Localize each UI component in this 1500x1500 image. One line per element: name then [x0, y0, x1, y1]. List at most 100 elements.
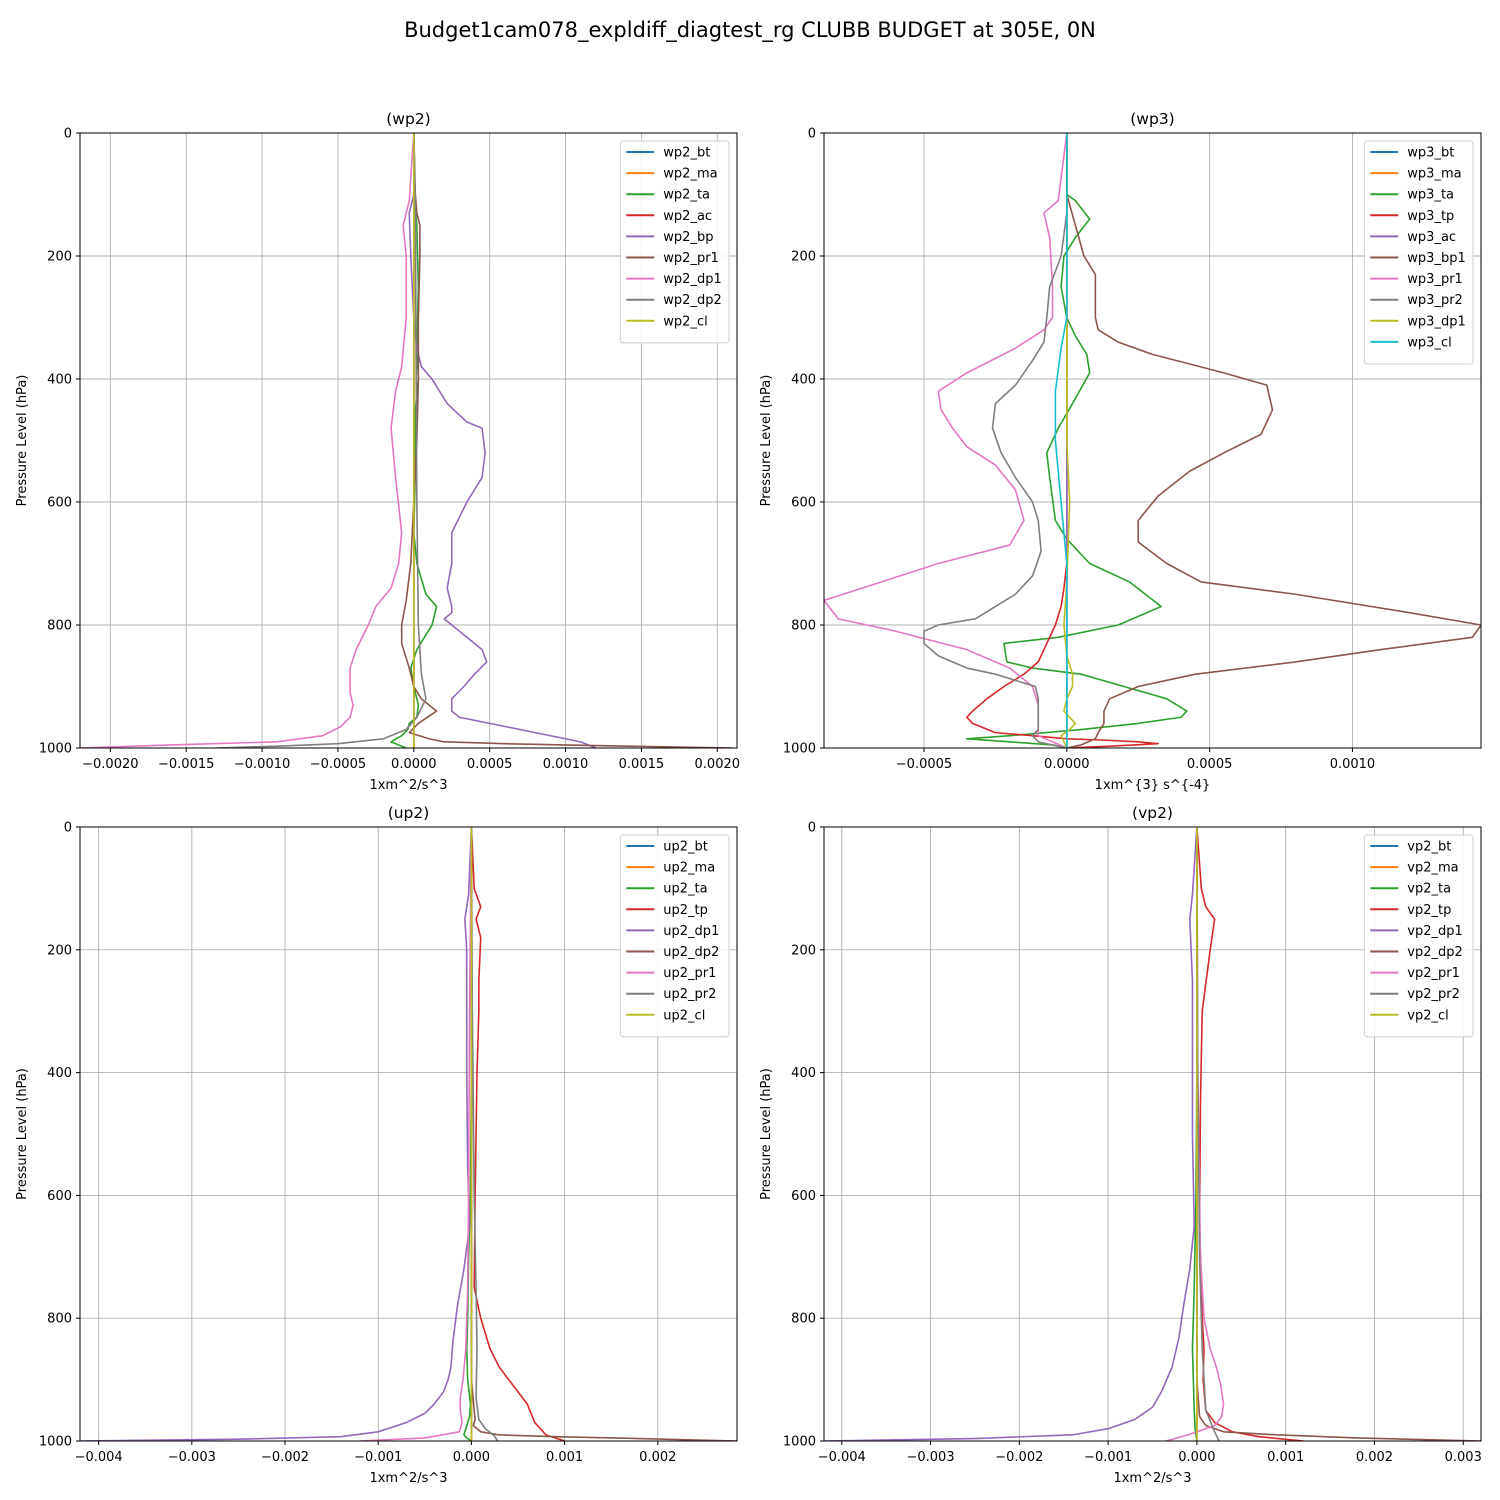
- series-line-up2_pr2: [470, 827, 499, 1441]
- series-line-vp2_pr2: [1196, 827, 1220, 1441]
- x-tick-label: −0.0005: [310, 757, 366, 772]
- legend-entry-up2_dp1: up2_dp1: [663, 924, 719, 939]
- x-tick-label: −0.001: [354, 1450, 402, 1465]
- x-tick-label: 0.0000: [1044, 757, 1090, 772]
- legend-entry-vp2_cl: vp2_cl: [1407, 1008, 1448, 1023]
- figure-suptitle: Budget1cam078_expldiff_diagtest_rg CLUBB…: [404, 18, 1096, 43]
- legend-box: [1363, 834, 1474, 1038]
- chart-panel-0: −0.0020 −0.0015 −0.0010 −0.0005 0.0000 0.0005…: [15, 110, 740, 793]
- y-axis-label: Pressure Level (hPa): [759, 1068, 774, 1200]
- series-line-up2_ta: [463, 827, 473, 1441]
- series-group: [80, 827, 737, 1441]
- series-group: [824, 827, 1481, 1441]
- x-tick-label: 0.0005: [1187, 757, 1233, 772]
- y-tick-label: 0: [64, 127, 72, 142]
- series-line-wp3_tp: [966, 133, 1160, 748]
- x-axis-label: 1xm^2/s^3: [1113, 1471, 1191, 1486]
- series-line-up2_tp: [470, 827, 565, 1441]
- y-tick-label: 0: [808, 821, 816, 836]
- legend-entry-up2_dp2: up2_dp2: [663, 945, 719, 960]
- x-tick-label: −0.004: [818, 1450, 866, 1465]
- legend-entry-up2_ta: up2_ta: [663, 882, 707, 897]
- x-tick-label: 0.002: [639, 1450, 676, 1465]
- x-tick-label: 0.000: [1178, 1450, 1215, 1465]
- legend-box: [619, 834, 730, 1038]
- legend-entry-vp2_tp: vp2_tp: [1407, 903, 1451, 918]
- x-tick-label: −0.001: [1084, 1450, 1132, 1465]
- x-tick-label: −0.0020: [82, 757, 138, 772]
- series-line-up2_pr1: [359, 827, 473, 1441]
- legend-box: [619, 140, 730, 344]
- x-tick-label: 0.0000: [391, 757, 437, 772]
- legend-entry-wp3_bt: wp3_bt: [1407, 146, 1454, 161]
- legend-entry-wp2_dp2: wp2_dp2: [663, 293, 721, 308]
- panel-title: (wp3): [1130, 110, 1174, 128]
- legend-entry-wp2_bp: wp2_bp: [663, 230, 713, 245]
- axes-frame: [823, 132, 1482, 749]
- axes-frame: [79, 826, 738, 1442]
- legend-entry-vp2_pr2: vp2_pr2: [1407, 987, 1460, 1002]
- legend-entry-wp3_tp: wp3_tp: [1407, 209, 1454, 224]
- series-line-wp3_cl: [1054, 133, 1068, 748]
- x-tick-label: −0.002: [995, 1450, 1043, 1465]
- x-tick-label: 0.001: [1267, 1450, 1304, 1465]
- legend-entry-wp3_ta: wp3_ta: [1407, 188, 1454, 203]
- y-tick-label: 800: [791, 1312, 816, 1327]
- x-tick-label: 0.001: [546, 1450, 583, 1465]
- legend-entry-up2_bt: up2_bt: [663, 840, 708, 855]
- x-axis-label: 1xm^{3} s^{-4}: [1095, 778, 1211, 793]
- legend-entry-wp2_ta: wp2_ta: [663, 188, 710, 203]
- x-tick-label: 0.000: [453, 1450, 490, 1465]
- legend-entry-wp2_ac: wp2_ac: [663, 209, 712, 224]
- series-line-up2_dp2: [470, 827, 737, 1441]
- y-tick-label: 1000: [783, 1435, 816, 1450]
- y-tick-label: 1000: [39, 1435, 72, 1450]
- legend-entry-wp2_dp1: wp2_dp1: [663, 272, 721, 287]
- legend-entry-vp2_ma: vp2_ma: [1407, 861, 1458, 876]
- series-line-wp2_pr1: [400, 133, 733, 748]
- series-line-wp3_bp1: [1066, 133, 1481, 748]
- legend-entry-vp2_dp2: vp2_dp2: [1407, 945, 1463, 960]
- panels: −0.0020 −0.0015 −0.0010 −0.0005 0.0000 0.0005…: [15, 110, 1482, 1486]
- x-axis-label: 1xm^2/s^3: [369, 1471, 447, 1486]
- y-tick-label: 600: [47, 1189, 72, 1204]
- x-tick-label: 0.003: [1445, 1450, 1482, 1465]
- chart-panel-2: −0.004 −0.003 −0.002 −0.001 0.000 0.001 0.002 0…: [15, 804, 738, 1486]
- legend-entry-vp2_bt: vp2_bt: [1407, 840, 1451, 855]
- y-tick-label: 200: [47, 250, 72, 265]
- legend-entry-up2_pr1: up2_pr1: [663, 966, 716, 981]
- y-tick-label: 400: [47, 1066, 72, 1081]
- y-tick-label: 400: [791, 373, 816, 388]
- x-tick-label: −0.004: [75, 1450, 123, 1465]
- x-tick-label: −0.002: [261, 1450, 309, 1465]
- axes-frame: [823, 826, 1482, 1442]
- series-group: [824, 133, 1481, 748]
- series-group: [80, 133, 733, 748]
- y-tick-label: 400: [47, 373, 72, 388]
- legend-entry-wp3_cl: wp3_cl: [1407, 335, 1451, 350]
- series-line-wp3_pr2: [923, 133, 1068, 748]
- x-tick-label: −0.003: [906, 1450, 954, 1465]
- x-tick-label: 0.0010: [543, 757, 589, 772]
- legend-entry-wp2_pr1: wp2_pr1: [663, 251, 719, 266]
- y-tick-label: 800: [47, 1312, 72, 1327]
- legend-entry-up2_pr2: up2_pr2: [663, 987, 716, 1002]
- y-tick-label: 400: [791, 1066, 816, 1081]
- y-tick-label: 200: [791, 943, 816, 958]
- x-axis-label: 1xm^2/s^3: [369, 778, 447, 793]
- y-tick-label: 1000: [39, 742, 72, 757]
- legend-entry-wp3_bp1: wp3_bp1: [1407, 251, 1465, 266]
- series-line-wp2_dp2: [216, 133, 427, 748]
- legend-box: [1363, 140, 1474, 365]
- y-tick-label: 200: [47, 943, 72, 958]
- y-tick-label: 600: [47, 496, 72, 511]
- y-axis-label: Pressure Level (hPa): [15, 1068, 30, 1200]
- y-tick-label: 800: [791, 619, 816, 634]
- x-tick-label: −0.003: [168, 1450, 216, 1465]
- panel-title: (up2): [388, 804, 430, 822]
- chart-panel-1: −0.0005 0.0000 0.0005 0.0010 0 200 400 600 800 10…: [759, 110, 1482, 793]
- legend-entry-wp3_pr1: wp3_pr1: [1407, 272, 1463, 287]
- legend-entry-wp3_ma: wp3_ma: [1407, 167, 1461, 182]
